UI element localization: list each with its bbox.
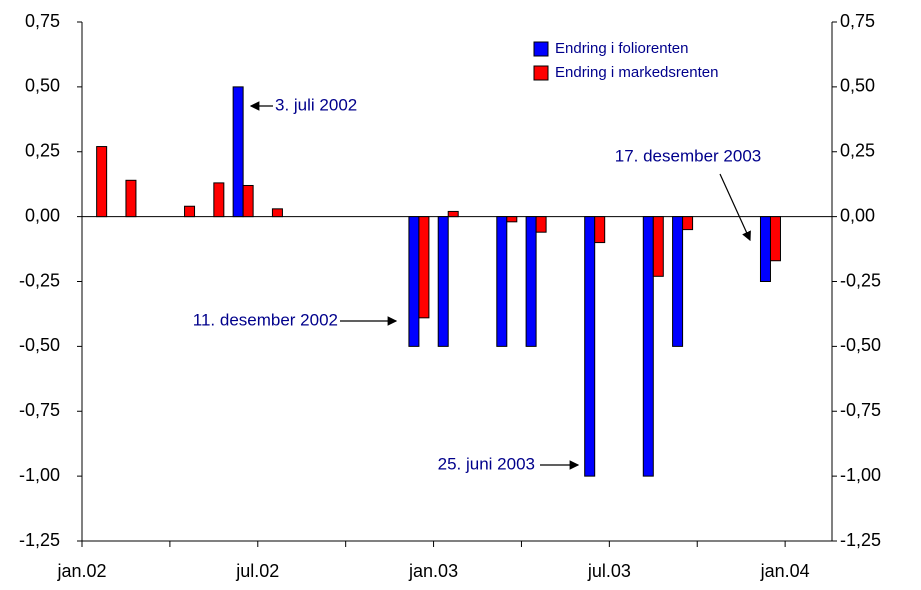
bar [184, 205, 196, 218]
bar [418, 216, 430, 319]
y-tick-label: -0,50 [19, 335, 60, 355]
y-tick-label: -1,00 [19, 465, 60, 485]
bar [594, 216, 606, 244]
legend-label: Endring i foliorenten [555, 40, 688, 57]
arrows [249, 101, 751, 470]
bar [769, 216, 781, 262]
y-tick-label: 0,50 [25, 76, 60, 96]
y2-tick-label: -0,75 [840, 400, 881, 420]
y2-tick-label: 0,25 [840, 141, 875, 161]
bar [535, 216, 547, 233]
annotation: 3. juli 2002 [275, 95, 357, 114]
y2-tick-label: 0,50 [840, 76, 875, 96]
legend-label: Endring i markedsrenten [555, 64, 718, 81]
x-tick-label: jul.02 [235, 561, 279, 581]
bar [652, 216, 664, 277]
y2-tick-label: 0,00 [840, 205, 875, 225]
y-tick-label: 0,25 [25, 141, 60, 161]
y-tick-label: 0,75 [25, 11, 60, 31]
bar [447, 210, 459, 218]
bar [584, 216, 596, 477]
bar [213, 182, 225, 218]
bar [125, 179, 137, 218]
bar [242, 184, 254, 218]
y-tick-label: -0,25 [19, 270, 60, 290]
bar [232, 86, 244, 218]
bar [672, 216, 684, 347]
y-tick-label: 0,00 [25, 205, 60, 225]
y-tick-label: -1,25 [19, 530, 60, 550]
x-tick-label: jan.04 [760, 561, 810, 581]
bar [408, 216, 420, 347]
bar [759, 216, 771, 282]
bar [682, 216, 694, 231]
bar [96, 146, 108, 218]
bar [506, 216, 518, 223]
y2-tick-label: -0,50 [840, 335, 881, 355]
annotation: 17. desember 2003 [615, 146, 762, 165]
y2-tick-label: -0,25 [840, 270, 881, 290]
y2-tick-label: 0,75 [840, 11, 875, 31]
legend-swatch [533, 41, 549, 57]
bar [437, 216, 449, 347]
x-tick-label: jul.03 [587, 561, 631, 581]
x-tick-label: jan.03 [408, 561, 458, 581]
bar [496, 216, 508, 347]
annotation: 25. juni 2003 [438, 454, 535, 473]
y2-tick-label: -1,00 [840, 465, 881, 485]
y2-tick-label: -1,25 [840, 530, 881, 550]
x-tick-label: jan.02 [56, 561, 106, 581]
annotation: 11. desember 2002 [193, 310, 338, 329]
arrow [719, 173, 751, 242]
bar [642, 216, 654, 477]
bar [525, 216, 537, 347]
bar [271, 208, 283, 218]
y-tick-label: -0,75 [19, 400, 60, 420]
legend-swatch [533, 65, 549, 81]
